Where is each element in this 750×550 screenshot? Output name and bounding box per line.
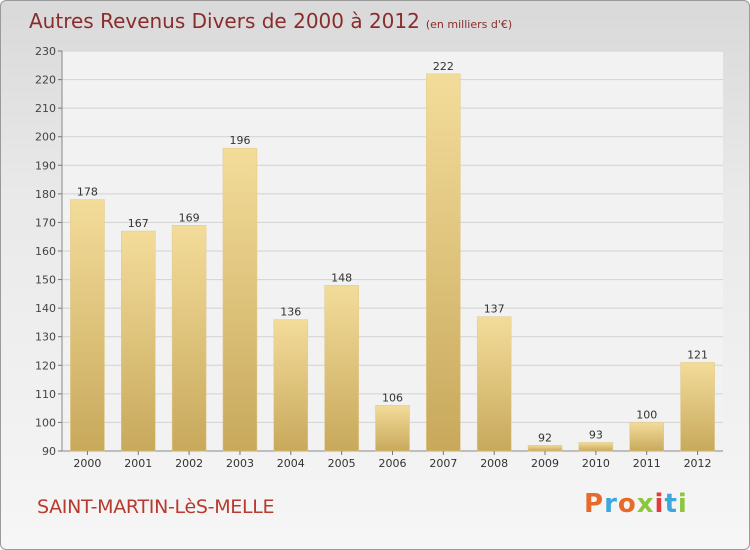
y-tick-label: 90 [42,445,56,458]
x-tick-label: 2003 [226,457,254,470]
x-tick-label: 2000 [73,457,101,470]
x-tick-label: 2001 [124,457,152,470]
data-label: 106 [382,391,403,404]
data-label: 100 [636,408,657,421]
bar [273,319,309,452]
bar [680,362,715,452]
data-label: 137 [484,303,505,316]
y-tick-label: 220 [35,74,56,87]
data-label: 169 [179,211,200,224]
data-label: 121 [687,348,708,361]
bar [426,73,461,452]
logo-letter: P [584,489,605,519]
bar [171,225,207,452]
bar [375,405,410,452]
data-label: 92 [538,431,552,444]
y-tick-label: 150 [35,274,56,287]
chart-title-text: Autres Revenus Divers de 2000 à 2012 [29,9,420,33]
bar [476,316,512,452]
x-tick-label: 2008 [480,457,508,470]
bar [222,147,258,452]
y-tick-label: 210 [35,102,56,115]
y-tick-label: 160 [35,245,56,258]
bar [578,442,614,452]
y-tick-label: 200 [35,131,56,144]
bar [629,422,664,452]
bar [121,230,156,452]
data-label: 222 [433,60,454,73]
y-tick-label: 230 [35,45,56,58]
bar [527,445,563,452]
chart-title: Autres Revenus Divers de 2000 à 2012 (en … [29,9,512,33]
y-tick-label: 180 [35,188,56,201]
logo-letter: r [604,489,618,519]
logo-letter: t [664,489,678,519]
x-tick-label: 2012 [684,457,712,470]
logo-letter: x [636,489,655,519]
y-tick-label: 130 [35,331,56,344]
x-tick-label: 2007 [429,457,457,470]
x-tick-label: 2002 [175,457,203,470]
data-label: 148 [331,271,352,284]
data-label: 136 [280,306,301,319]
y-tick-label: 100 [35,416,56,429]
chart-subtitle: (en milliers d'€) [425,18,513,31]
x-tick-label: 2009 [531,457,559,470]
logo-letter: o [617,489,637,519]
proxiti-logo: Proxiti [584,489,688,519]
logo-letter: i [677,489,688,519]
x-tick-label: 2010 [582,457,610,470]
y-tick-label: 110 [35,388,56,401]
x-tick-label: 2011 [633,457,661,470]
bar [70,199,105,452]
y-tick-label: 120 [35,359,56,372]
data-label: 93 [589,428,603,441]
x-tick-label: 2005 [328,457,356,470]
x-tick-label: 2006 [379,457,407,470]
data-label: 167 [128,217,149,230]
y-tick-label: 140 [35,302,56,315]
x-tick-label: 2004 [277,457,305,470]
data-label: 178 [77,186,98,199]
y-tick-label: 190 [35,159,56,172]
logo-letter: i [654,489,665,519]
bar [324,285,359,452]
place-name: SAINT-MARTIN-LèS-MELLE [37,496,275,518]
y-tick-label: 170 [35,216,56,229]
data-label: 196 [229,134,250,147]
